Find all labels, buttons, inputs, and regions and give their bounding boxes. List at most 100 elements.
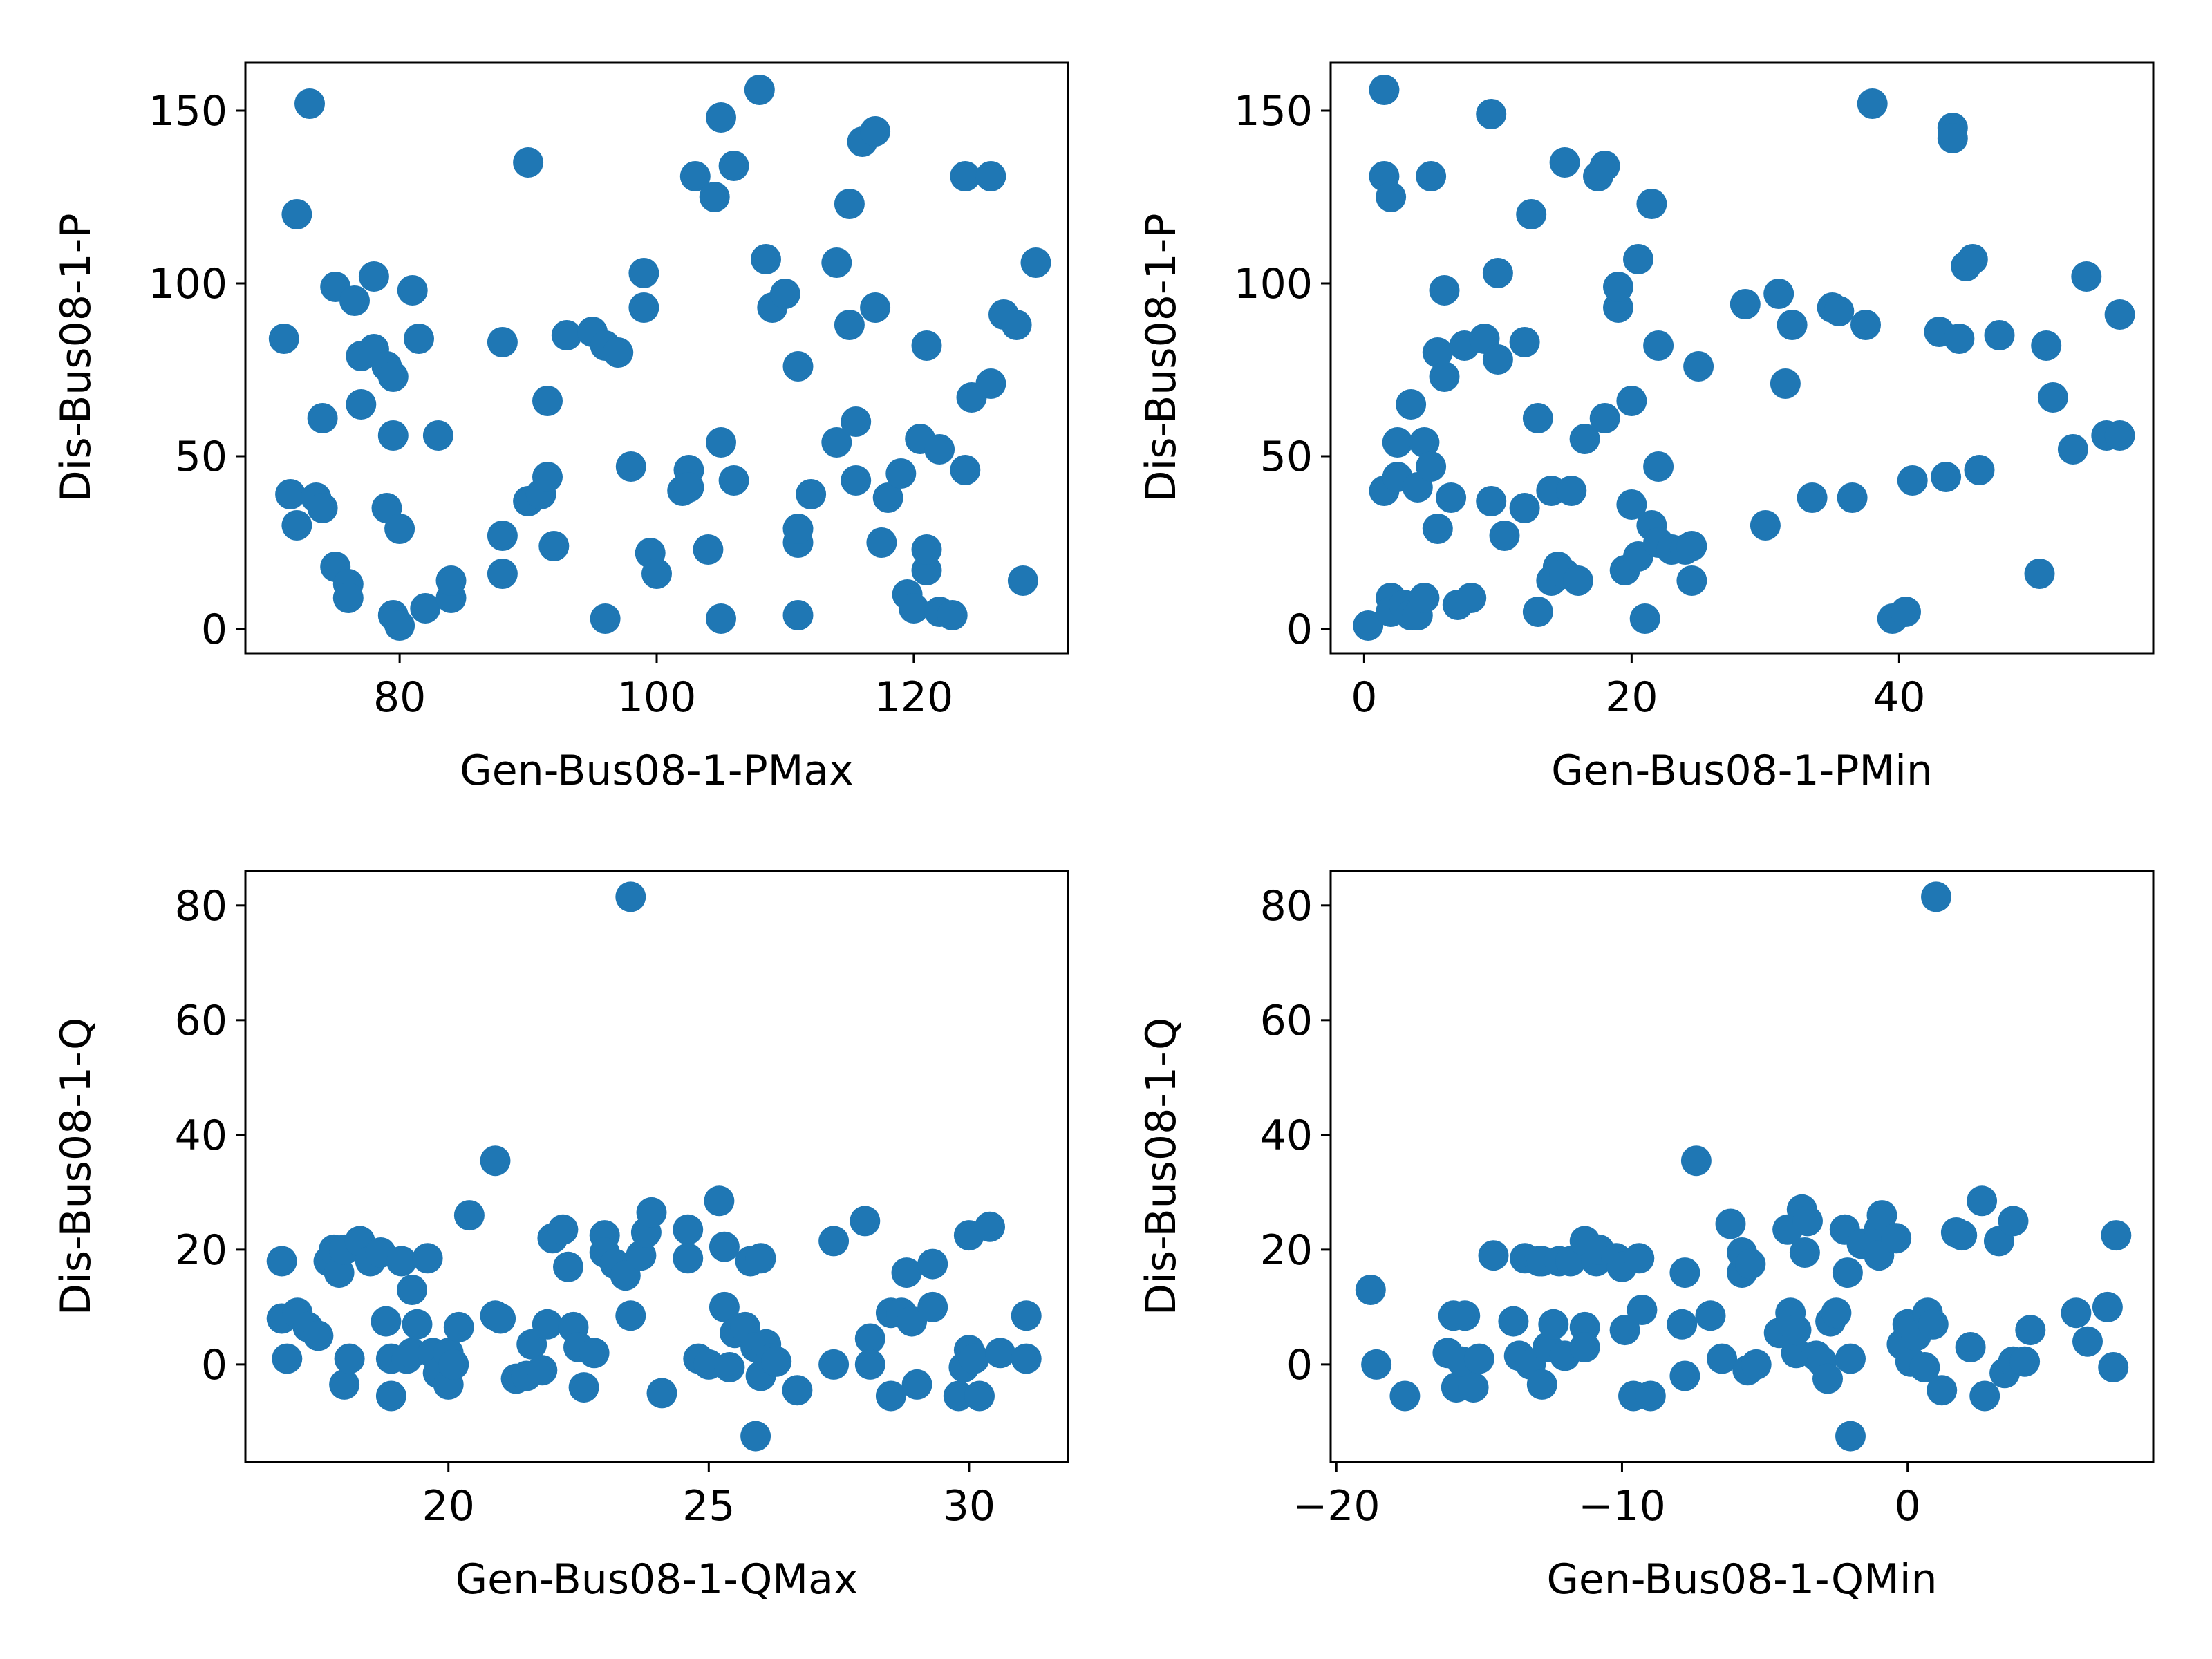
data-point [1369,75,1400,105]
y-axis-label: Dis-Bus08-1-P [52,213,100,502]
y-tick-label: 40 [1260,1112,1313,1160]
data-point [527,1355,558,1386]
scatter-panel-qmax: 20 25 30 0 20 40 60 80 Gen-Bus08-1-QMax Dis-Bus08… [52,870,1069,1604]
data-point [1436,482,1467,513]
data-point [706,102,736,133]
data-point [1396,389,1427,420]
y-tick-label: 60 [1260,997,1313,1045]
data-point [782,351,814,382]
data-point [975,368,1006,399]
data-point [709,1291,740,1322]
data-point [1629,603,1660,634]
data-point [371,1306,402,1337]
data-point [1969,1380,2000,1412]
data-point [1416,161,1447,191]
data-point [358,261,389,292]
data-point [924,434,955,465]
data-point [898,593,929,624]
data-point [1680,1145,1712,1177]
data-point [1556,476,1587,506]
data-point [673,1214,704,1245]
x-tick-label: 40 [1873,673,1925,722]
data-point [1955,1332,1986,1362]
data-point [854,1323,885,1354]
data-point [628,292,659,323]
data-point [532,386,563,416]
axes-frame [1329,870,2155,1463]
data-point [1730,289,1761,319]
data-point [1707,1343,1738,1374]
data-point [834,189,865,219]
data-point [628,258,659,288]
data-point [1429,362,1460,392]
data-point [1463,1343,1494,1374]
data-point [641,559,672,589]
data-point [679,161,711,191]
data-point [1476,99,1507,129]
data-point [1636,189,1667,219]
data-point [818,1226,850,1257]
data-point [1643,451,1674,482]
data-point [487,559,518,589]
data-point [487,327,518,357]
data-point [866,527,897,558]
data-point [1964,455,1995,485]
data-point [636,1197,667,1228]
data-point [1821,1297,1852,1329]
data-point [438,1349,469,1380]
y-tick-label: 0 [1286,606,1313,654]
data-point [386,1246,417,1277]
data-point [1643,330,1674,361]
data-point [1389,1380,1421,1412]
data-point [334,1343,365,1374]
data-point [943,1380,974,1412]
data-point [975,161,1006,191]
data-point [1763,279,1794,309]
data-point [872,482,903,513]
data-point [1957,244,1988,274]
data-point [1569,424,1600,454]
data-point [745,1243,776,1274]
axes-frame [1329,61,2155,655]
data-point [854,1349,885,1380]
data-point [1947,1220,1978,1251]
data-point [709,1231,740,1262]
data-point [1011,1343,1042,1374]
y-tick-label: 0 [201,1341,227,1389]
data-point [1667,1309,1698,1340]
data-point [1944,324,1975,354]
data-point [532,1309,563,1340]
y-tick-label: 20 [175,1226,227,1275]
data-point [1931,462,1962,492]
data-point [1735,1248,1766,1280]
data-point [404,324,434,354]
data-point [1824,296,1855,326]
data-point [1589,151,1620,181]
data-point [281,510,312,541]
data-point [2015,1315,2046,1346]
data-point [377,420,409,451]
data-point [579,1338,610,1369]
x-tick-label: 25 [682,1482,735,1530]
data-point [782,1375,813,1406]
data-point [950,455,981,485]
data-point [1669,1257,1700,1288]
data-point [1909,1352,1940,1382]
x-tick-label: −20 [1293,1482,1380,1530]
data-point [1921,881,1951,912]
data-point [1857,88,1888,119]
data-point [384,514,415,544]
data-point [532,462,563,492]
data-point [1927,1375,1958,1406]
data-point [2037,382,2068,413]
data-point [704,1185,735,1217]
data-point [384,610,415,641]
data-point [377,362,409,392]
x-tick-label: 120 [874,673,954,722]
y-tick-label: 60 [175,997,227,1045]
data-point [885,458,917,489]
data-point [1609,1315,1640,1346]
data-point [1603,272,1633,302]
x-tick-label: −10 [1578,1482,1666,1530]
data-point [706,603,736,634]
